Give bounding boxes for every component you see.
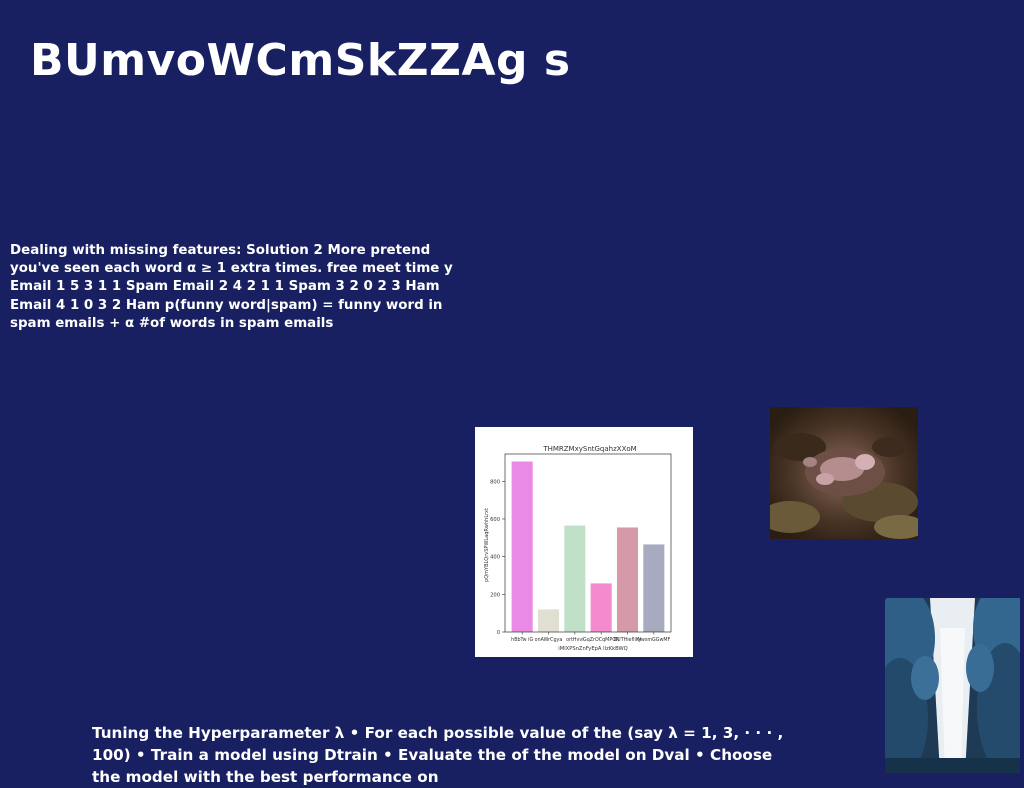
bar-0 (511, 461, 533, 632)
forest-photo (885, 598, 1020, 773)
chart-ylabel: pQmYBLQrvSPWLaqRwhhLrxt (484, 508, 490, 582)
rock-photo (770, 407, 918, 539)
x-tick-label-0: hBbTw iG (511, 637, 533, 643)
slide-title: BUmvoWCmSkZZAg s (30, 35, 571, 86)
bar-4 (616, 527, 639, 632)
x-tick-label-5: NwsmGGwMF (637, 637, 670, 643)
bar-2 (564, 525, 586, 632)
bar-3 (590, 583, 612, 632)
x-tick-label-1: onAWrCgya (535, 637, 563, 643)
bar-chart-image: THMRZMxySntGqahzXXoM pQmYBLQrvSPWLaqRwhh… (475, 427, 693, 657)
body-text-hyperparameter: Tuning the Hyperparameter λ • For each p… (92, 724, 784, 786)
x-tick-label-2: ortHvvi (566, 637, 583, 643)
y-tick-label-4: 800 (490, 479, 500, 485)
plot-frame (504, 453, 672, 633)
chart-title: THMRZMxySntGqahzXXoM (542, 445, 636, 453)
y-tick-label-3: 600 (490, 517, 500, 523)
x-tick-label-3: GqZrOCqMPOR (583, 637, 620, 643)
bar-chart: THMRZMxySntGqahzXXoM pQmYBLQrvSPWLaqRwhh… (484, 445, 672, 652)
body-text-missing-features: Dealing with missing features: Solution … (10, 243, 453, 331)
x-tick-label-4: DUTHiefliKy (613, 637, 641, 643)
chart-xlabel: iMlXPSnZnFyEpA llzKkBWQ (558, 646, 627, 652)
bar-1 (537, 609, 560, 632)
y-tick-label-1: 200 (490, 592, 500, 598)
y-tick-label-2: 400 (490, 555, 500, 561)
bar-5 (643, 544, 665, 632)
y-tick-label-0: 0 (497, 630, 500, 636)
